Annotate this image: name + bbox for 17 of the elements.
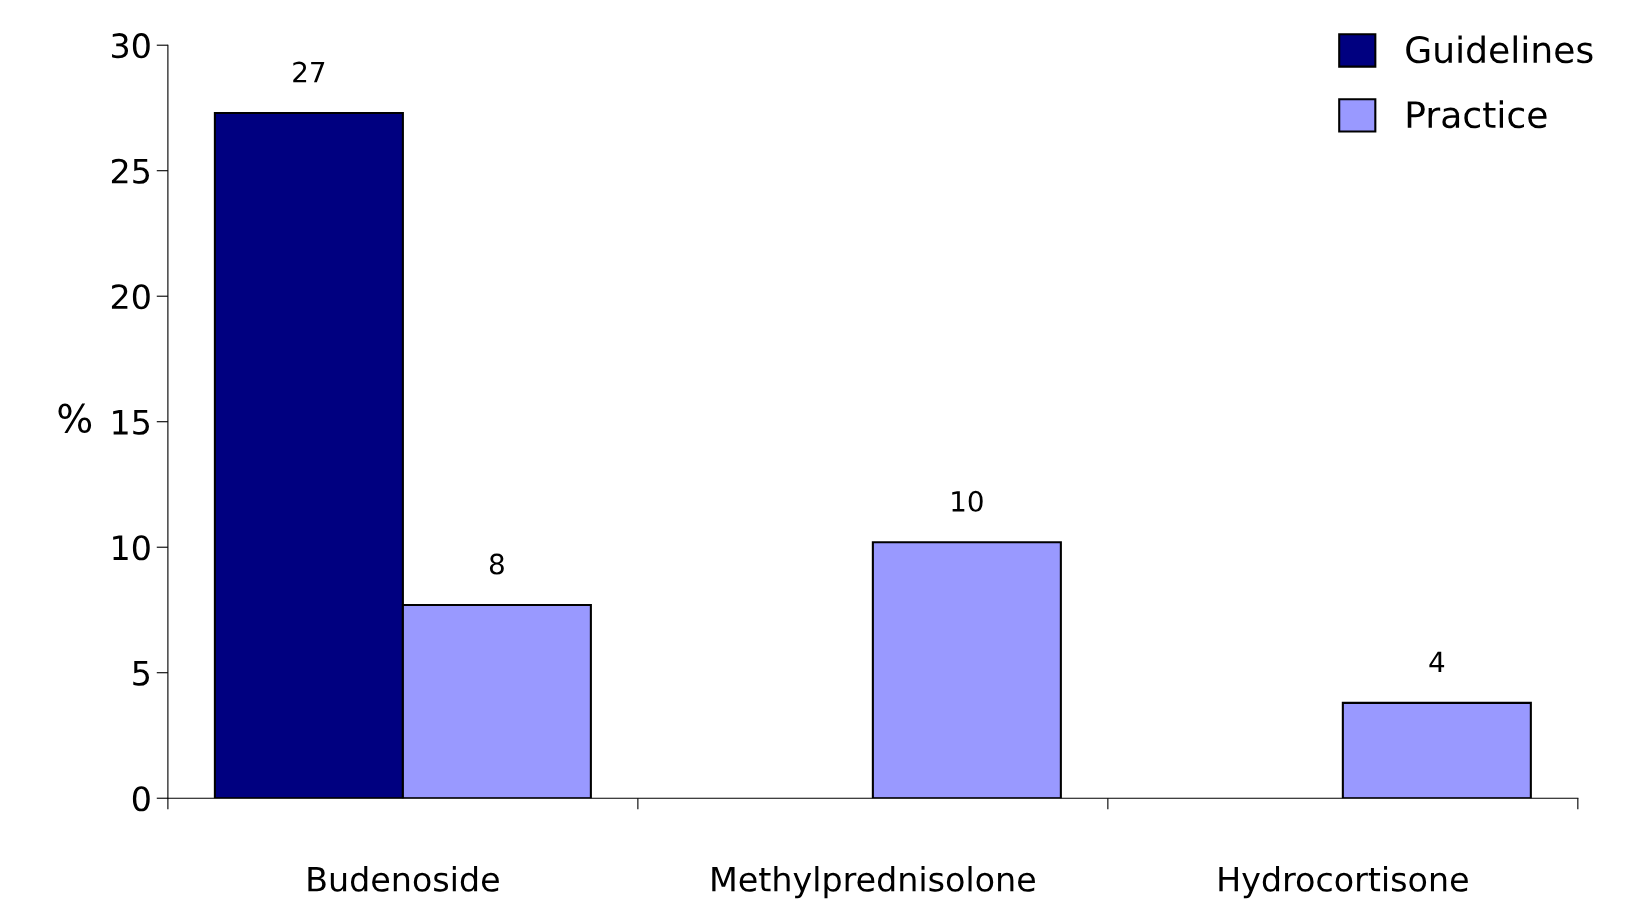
y-tick-label: 30 (112, 33, 150, 59)
legend-label: Practice (1407, 100, 1547, 129)
data-label: 8 (489, 553, 504, 575)
legend-label: Guidelines (1406, 35, 1593, 64)
y-axis-title: % (58, 403, 92, 433)
x-tick-label: Hydrocortisone (1219, 866, 1468, 899)
data-label: 27 (293, 61, 325, 83)
data-label: 4 (1429, 651, 1445, 673)
data-label: 10 (952, 490, 983, 512)
y-tick-label: 10 (113, 535, 150, 561)
y-tick-label: 5 (133, 661, 150, 686)
y-tick-label: 25 (111, 158, 150, 184)
y-tick-label: 20 (111, 284, 150, 310)
y-tick-label: 15 (113, 410, 150, 435)
y-tick-label: 0 (132, 786, 150, 812)
x-tick-label: Budenoside (308, 866, 499, 892)
x-tick-label: Methylprednisolone (712, 866, 1035, 899)
